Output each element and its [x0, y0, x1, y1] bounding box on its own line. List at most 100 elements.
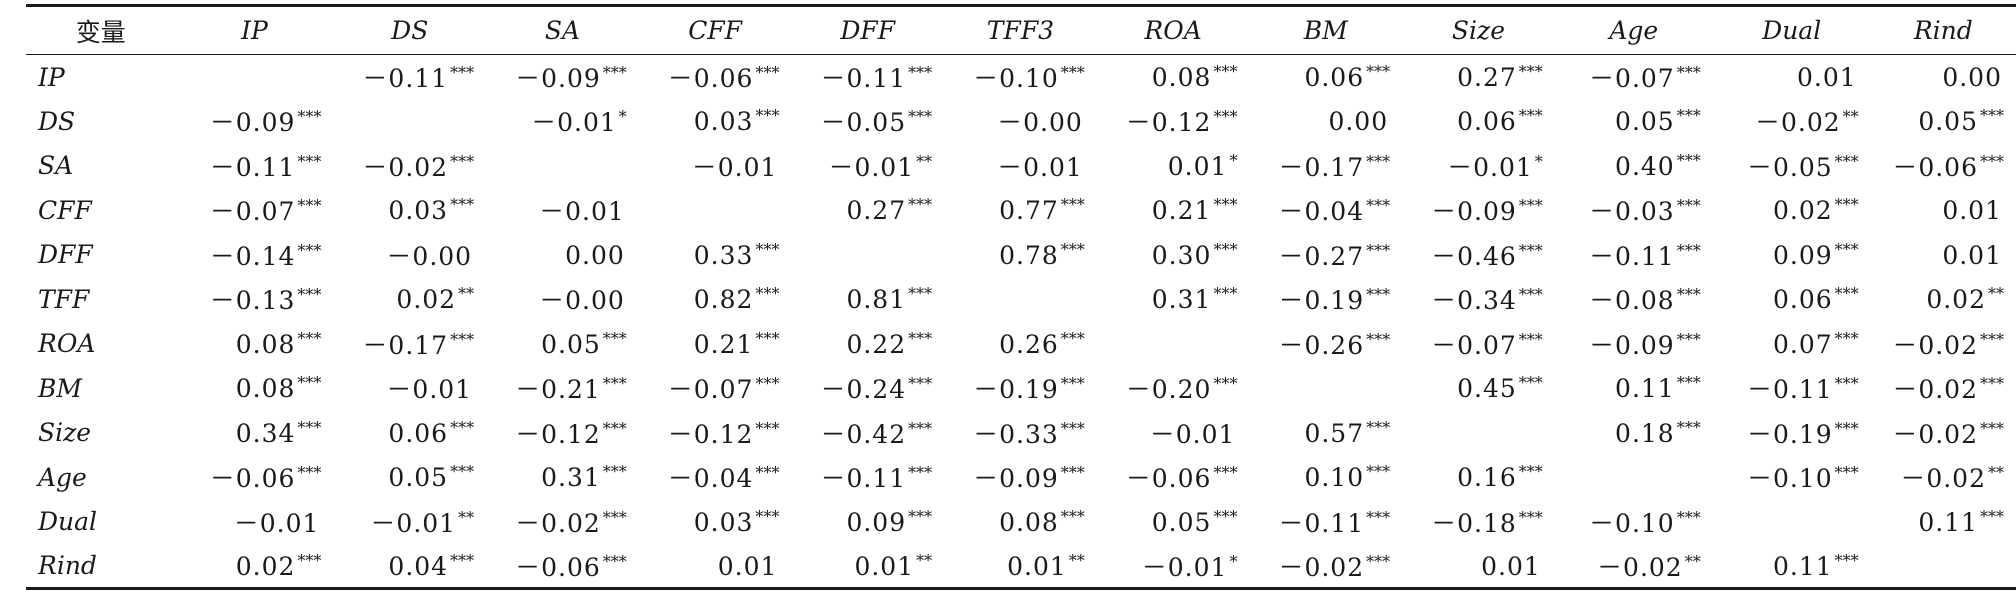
coefficient-value: 0.21: [693, 329, 754, 359]
significance-stars: ***: [602, 374, 627, 394]
coefficient-value: 0.81: [846, 285, 907, 315]
coefficient-value: 0.08: [235, 374, 296, 404]
table-cell: 0.03 ***: [333, 188, 486, 233]
table-cell: －0.17 ***: [333, 322, 486, 367]
table-cell: 0.34 ***: [176, 411, 334, 456]
table-cell: －0.26 ***: [1249, 322, 1402, 367]
table-row: SA －0.11 *** －0.02 *** －0.01 －0.01 ** －0.01 0.01 *…: [26, 144, 2016, 189]
significance-stars: ***: [1366, 196, 1391, 216]
coefficient-value: 0.08: [235, 329, 296, 359]
table-cell: －0.09 ***: [176, 99, 334, 144]
coefficient-value: 0.02: [1772, 196, 1833, 226]
header-dff: DFF: [791, 4, 945, 55]
significance-stars: ***: [450, 329, 475, 349]
coefficient-value: －0.06: [209, 464, 296, 494]
coefficient-value: －0.07: [209, 197, 296, 227]
table-cell: －0.06 ***: [639, 55, 792, 100]
row-label: Dual: [38, 507, 98, 537]
table-cell: －0.27 ***: [1249, 233, 1402, 278]
significance-stars: ***: [908, 284, 933, 304]
table-row: TFF －0.13 *** 0.02 ** －0.00 0.82 *** 0.81 *** 0.31…: [26, 277, 2016, 322]
table-row: DS －0.09 *** －0.01 * 0.03 *** －0.05 *** －0.00 －0.1…: [26, 99, 2016, 144]
significance-stars: ***: [908, 374, 933, 394]
coefficient-value: 0.06: [1772, 285, 1833, 315]
table-cell: －0.02 **: [1713, 99, 1871, 144]
table-cell: 0.05 ***: [1555, 99, 1713, 144]
table-cell: －0.04 ***: [1249, 188, 1402, 233]
coefficient-value: 0.01: [854, 551, 915, 581]
coefficient-value: －0.01: [370, 508, 457, 538]
coefficient-value: －0.01: [828, 152, 915, 182]
coefficient-value: －0.09: [973, 464, 1059, 494]
table-cell: －0.01 *: [486, 99, 639, 144]
significance-stars: ***: [1676, 63, 1701, 82]
row-label: TFF: [38, 284, 90, 314]
significance-stars: ***: [1366, 62, 1391, 81]
table-cell: －0.01: [1097, 411, 1250, 456]
coefficient-value: 0.26: [999, 329, 1059, 359]
significance-stars: ***: [1213, 463, 1238, 483]
coefficient-value: －0.17: [1278, 152, 1365, 182]
significance-stars: ***: [1060, 374, 1085, 394]
significance-stars: ***: [297, 151, 322, 171]
coefficient-value: 0.78: [999, 240, 1059, 270]
row-label: DFF: [38, 240, 93, 270]
table-cell: －0.09 ***: [1555, 322, 1713, 367]
coefficient-value: 0.33: [693, 240, 754, 270]
table-cell: 0.27 ***: [791, 188, 944, 233]
table-cell: 0.05 ***: [1871, 99, 2016, 144]
table-cell: 0.09 ***: [1713, 233, 1871, 278]
table-cell: 0.07 ***: [1713, 322, 1871, 367]
table-cell: 0.05 ***: [1097, 500, 1250, 545]
significance-stars: ***: [1980, 151, 2004, 171]
coefficient-value: －0.42: [820, 419, 907, 449]
table-cell: －0.02 ***: [1871, 366, 2016, 411]
significance-stars: ***: [1980, 374, 2004, 394]
significance-stars: ***: [908, 463, 933, 483]
significance-stars: ***: [297, 463, 322, 483]
table-cell: －0.00: [333, 233, 486, 278]
significance-stars: ***: [1834, 195, 1859, 215]
table-cell: 0.05 ***: [486, 322, 639, 367]
significance-stars: **: [1068, 550, 1085, 570]
coefficient-value: 0.82: [693, 285, 754, 315]
significance-stars: ***: [1366, 285, 1391, 305]
table-cell: －0.01 *: [1096, 544, 1250, 590]
table-cell: －0.11 ***: [791, 55, 944, 100]
table-cell: 0.02 ***: [175, 544, 334, 590]
coefficient-value: －0.10: [1589, 508, 1675, 538]
significance-stars: ***: [450, 462, 475, 482]
significance-stars: ***: [1980, 106, 2004, 126]
table-cell: 0.03 ***: [639, 500, 792, 545]
coefficient-value: －0.01: [1447, 152, 1533, 182]
coefficient-value: －0.01: [531, 108, 617, 138]
table-cell: －0.04 ***: [639, 455, 792, 500]
significance-stars: ***: [297, 328, 322, 348]
coefficient-value: －0.06: [515, 552, 601, 582]
coefficient-value: 0.27: [846, 196, 907, 226]
coefficient-value: 0.06: [1457, 107, 1517, 137]
significance-stars: ***: [297, 240, 322, 260]
row-label: DS: [38, 106, 76, 136]
table-cell: 0.01 **: [791, 544, 945, 590]
coefficient-value: －0.01: [1141, 552, 1228, 582]
row-label: Rind: [26, 544, 176, 590]
coefficient-value: －0.02: [1900, 464, 1986, 494]
significance-stars: **: [458, 507, 475, 527]
table-cell: －0.11 ***: [791, 455, 944, 500]
significance-stars: ***: [297, 107, 322, 127]
table-cell: [1713, 500, 1871, 545]
coefficient-value: 0.27: [1457, 63, 1517, 92]
table-row: Size 0.34 *** 0.06 *** －0.12 *** －0.12 *** －0.42 *…: [26, 411, 2016, 456]
table-cell: 0.02 ***: [1713, 188, 1871, 233]
significance-stars: ***: [1213, 374, 1238, 394]
table-cell: －0.34 ***: [1402, 277, 1555, 322]
table-cell: －0.05 ***: [791, 99, 944, 144]
header-ds: DS: [333, 4, 487, 55]
significance-stars: ***: [1366, 507, 1391, 527]
coefficient-value: 0.02: [235, 551, 296, 581]
coefficient-value: 0.34: [235, 418, 296, 448]
table-cell: －0.07 ***: [176, 188, 334, 233]
table-cell: 0.01: [638, 544, 792, 590]
table-cell: －0.08 ***: [1555, 277, 1713, 322]
